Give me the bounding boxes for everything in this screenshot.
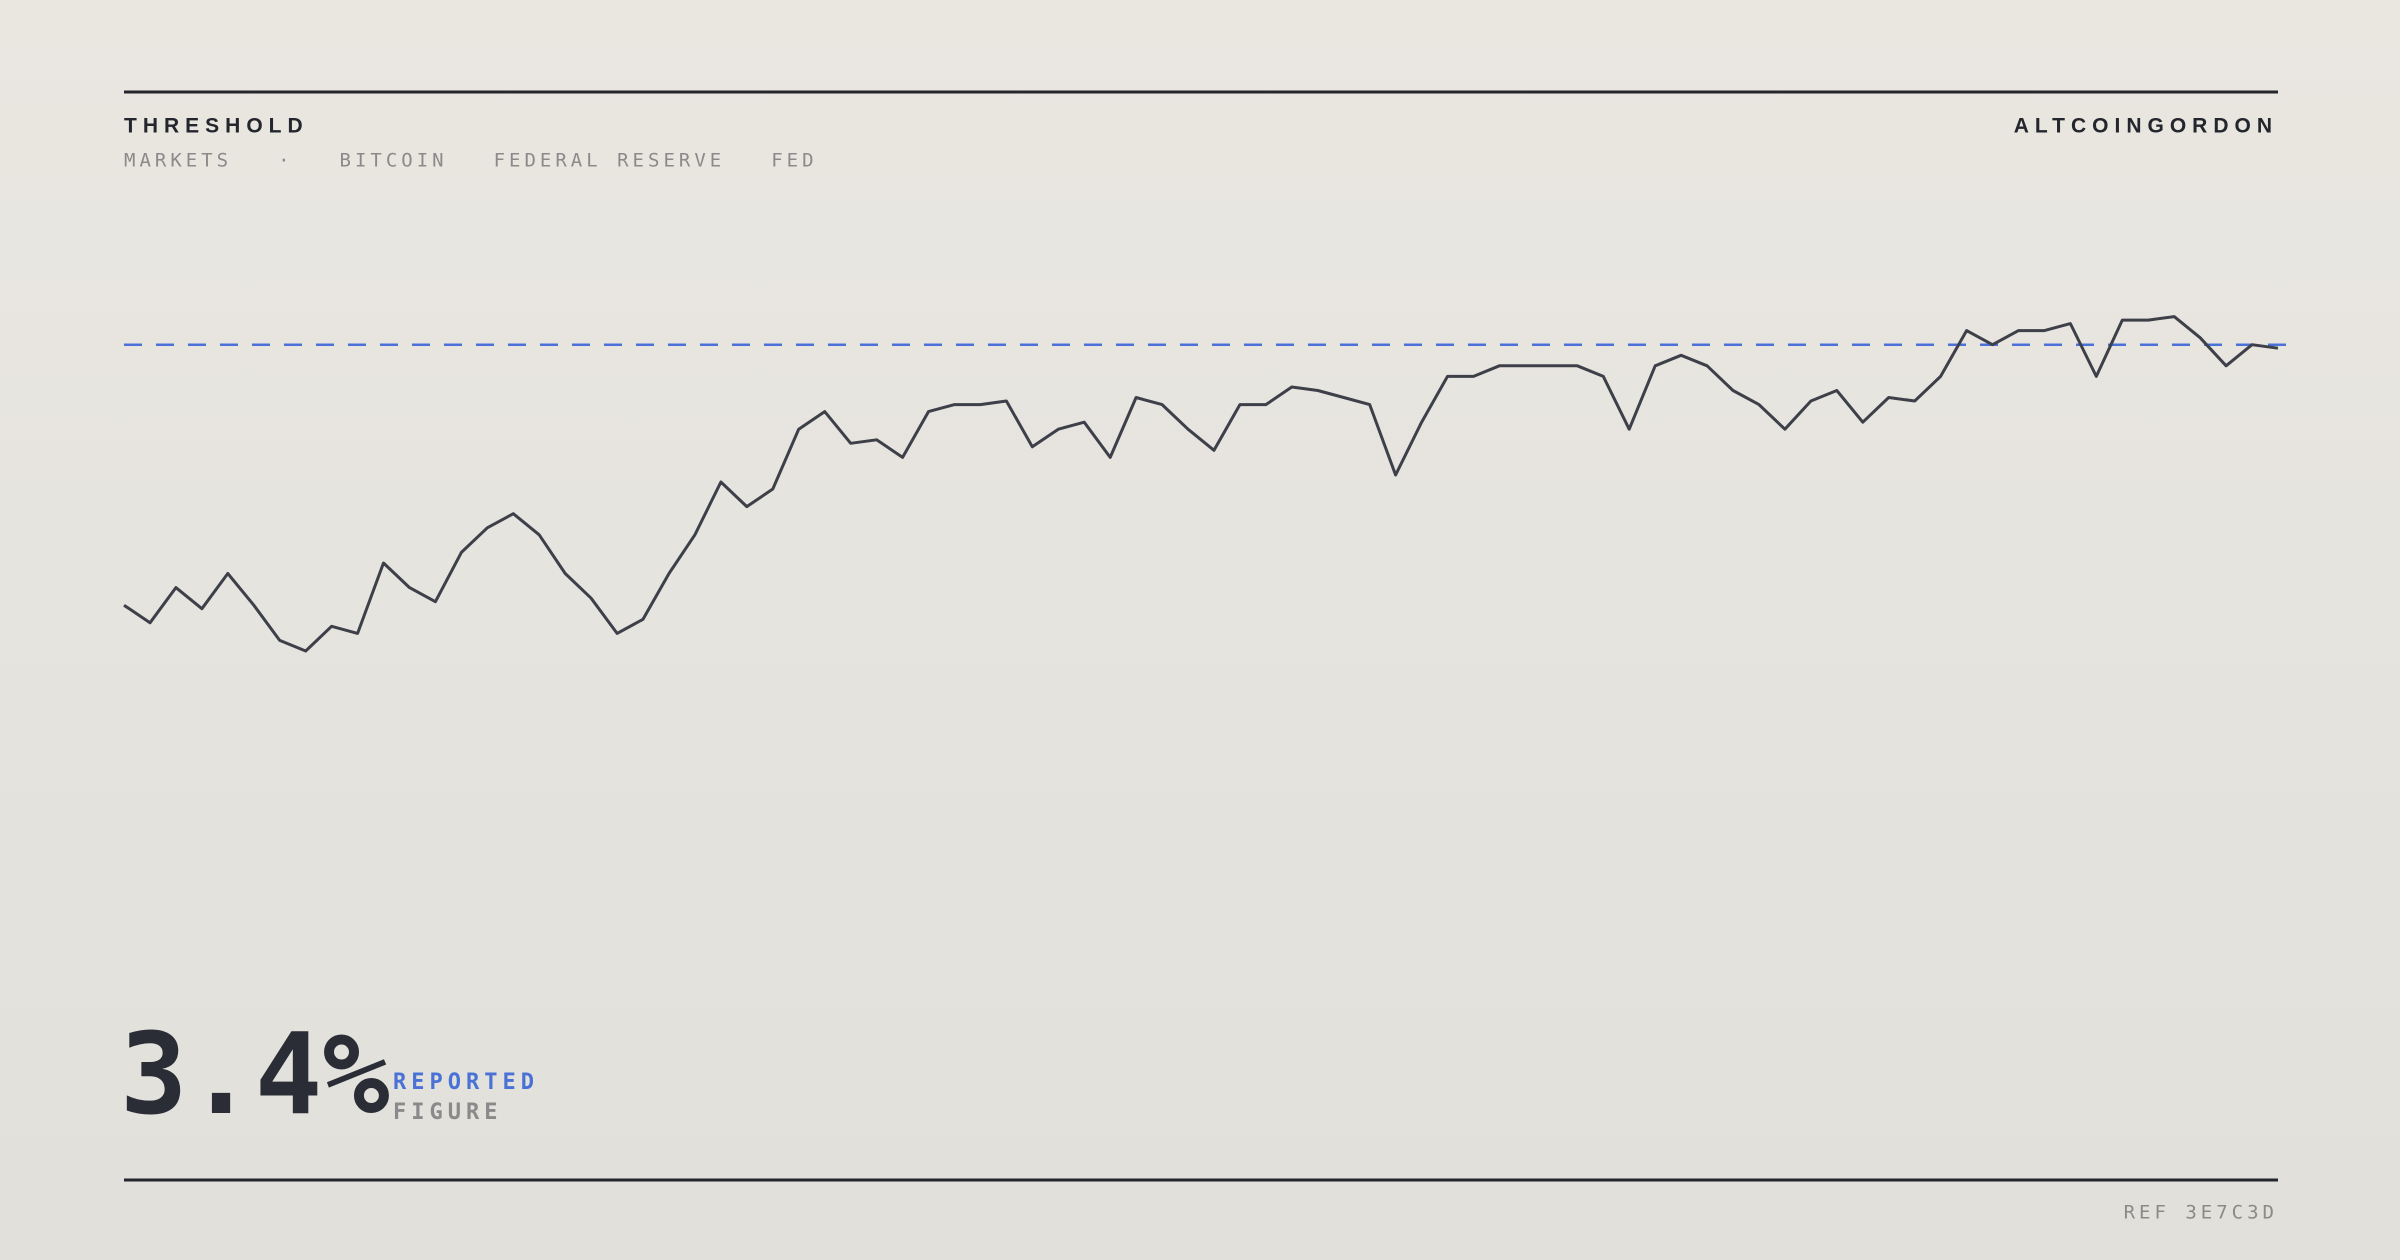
figure-value: 3.4%: [120, 1010, 390, 1140]
price-line: [123, 315, 2279, 653]
title: THRESHOLD: [124, 115, 309, 138]
tags: MARKETS · BITCOIN FEDERAL RESERVE FED: [124, 150, 817, 172]
tag: BITCOIN: [340, 150, 448, 172]
brand: ALTCOINGORDON: [2014, 115, 2278, 138]
figure-sublabel: FIGURE: [393, 1100, 502, 1125]
tag: FEDERAL RESERVE: [494, 150, 726, 172]
tag: FED: [771, 150, 817, 172]
ref: REF 3E7C3D: [2124, 1202, 2278, 1224]
figure-label: REPORTED: [393, 1070, 539, 1095]
plot: [123, 315, 2286, 653]
tag: ·: [278, 150, 293, 172]
tag: MARKETS: [124, 150, 232, 172]
